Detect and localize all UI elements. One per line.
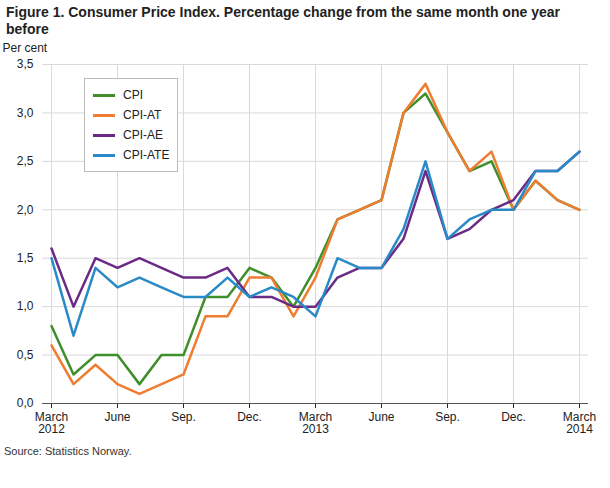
svg-text:0,5: 0,5 <box>17 348 34 362</box>
svg-text:Per cent: Per cent <box>3 41 48 55</box>
svg-text:June: June <box>104 410 130 424</box>
svg-text:Sep.: Sep. <box>171 410 196 424</box>
svg-text:Dec.: Dec. <box>237 410 262 424</box>
svg-text:June: June <box>368 410 394 424</box>
html-text:Source: Statistics Norway.: Source: Statistics Norway. <box>4 445 132 457</box>
html-text:CPI-AT: CPI-AT <box>123 108 162 122</box>
html-text:CPI-ATE: CPI-ATE <box>123 148 170 162</box>
svg-text:March2014: March2014 <box>563 410 596 436</box>
svg-text:2,5: 2,5 <box>17 154 34 168</box>
svg-text:1,0: 1,0 <box>17 299 34 313</box>
svg-text:March2012: March2012 <box>35 410 68 436</box>
svg-text:3,5: 3,5 <box>17 57 34 71</box>
svg-text:0,0: 0,0 <box>17 396 34 410</box>
html-text:CPI: CPI <box>123 88 143 102</box>
html-text:Figure 1. Consumer Price Index: Figure 1. Consumer Price Index. Percenta… <box>6 4 560 37</box>
svg-text:3,0: 3,0 <box>17 106 34 120</box>
svg-text:Dec.: Dec. <box>501 410 526 424</box>
svg-text:March2013: March2013 <box>299 410 332 436</box>
svg-text:2,0: 2,0 <box>17 203 34 217</box>
svg-text:Sep.: Sep. <box>435 410 460 424</box>
svg-text:1,5: 1,5 <box>17 251 34 265</box>
html-text:CPI-AE: CPI-AE <box>123 128 163 142</box>
